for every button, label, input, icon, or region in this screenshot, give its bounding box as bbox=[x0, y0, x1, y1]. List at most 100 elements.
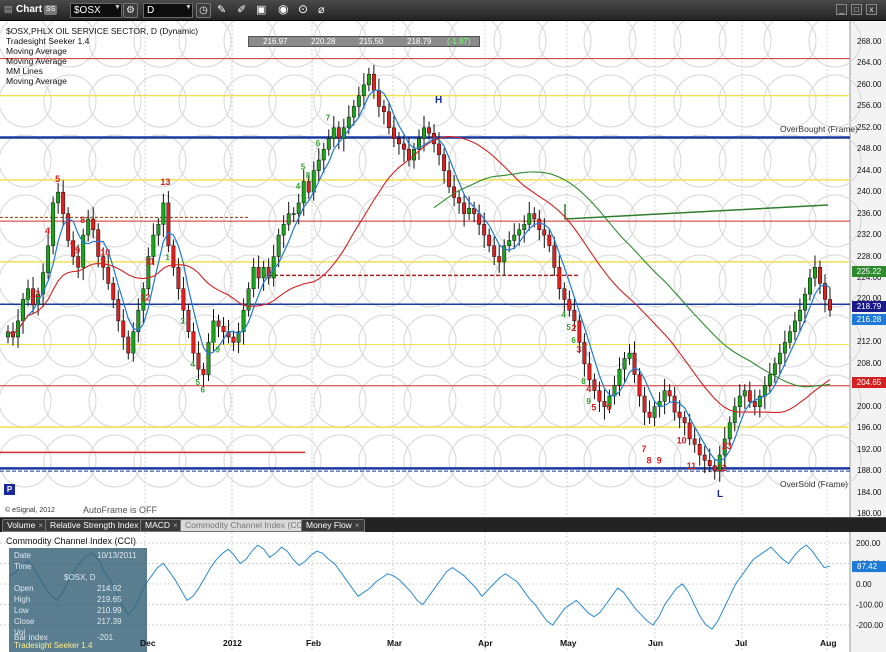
price-tick-label: 268.00 bbox=[857, 37, 882, 46]
seeker-count-red: 2 bbox=[571, 323, 576, 333]
seeker-count-red: 12 bbox=[30, 289, 40, 299]
minimize-button[interactable]: _ bbox=[836, 4, 847, 15]
grid-circle bbox=[673, 134, 727, 188]
data-high-value: 219.65 bbox=[97, 595, 122, 604]
grid-circle bbox=[43, 21, 97, 68]
grid-circle bbox=[763, 314, 817, 368]
seeker-count-green: 6 bbox=[316, 139, 321, 148]
tab-macd[interactable]: MACD × bbox=[140, 519, 183, 532]
seeker-count-green: 7 bbox=[205, 355, 210, 364]
price-tick-label: 220.00 bbox=[857, 294, 882, 304]
candle-body bbox=[722, 438, 727, 456]
candle-body bbox=[266, 267, 271, 279]
play-icon[interactable]: ◉ bbox=[278, 2, 289, 16]
symbol-dropdown-icon[interactable]: ▼ bbox=[114, 4, 121, 11]
data-close-label: Close bbox=[14, 617, 35, 626]
candle-body bbox=[792, 320, 797, 332]
grid-circle bbox=[88, 314, 142, 368]
p-marker: P bbox=[4, 484, 15, 495]
seeker-count-red: 5 bbox=[591, 403, 596, 413]
interval-input[interactable]: D bbox=[143, 3, 193, 18]
symbol-settings-icon[interactable]: ⚙ bbox=[123, 3, 138, 18]
price-chart[interactable]: 4 5 9 6 8 10 12 12 13 11 2 3 4 5 6 7 8 9 10 11 12 13 7 8 9 1 3 4 5 6 7… bbox=[0, 21, 886, 517]
cci-axis-background bbox=[850, 532, 886, 652]
grid-circle bbox=[0, 434, 52, 488]
candle-body bbox=[462, 202, 467, 214]
pencil-icon[interactable]: ✐ bbox=[237, 4, 247, 16]
candle-body bbox=[402, 143, 406, 150]
candle-body bbox=[236, 331, 241, 343]
data-open-value: 214.92 bbox=[97, 584, 122, 593]
price-tick-label: 240.00 bbox=[857, 187, 882, 197]
chart-title: Chart bbox=[16, 4, 43, 15]
candle-body bbox=[617, 368, 622, 386]
close-icon[interactable]: × bbox=[173, 521, 178, 530]
study-label-seeker: Tradesight Seeker 1.4 bbox=[6, 36, 90, 46]
seeker-count-green: 6 bbox=[200, 386, 205, 395]
seeker-count-red: 4 bbox=[45, 226, 50, 236]
tab-cci[interactable]: Commodity Channel Index (CCI)× bbox=[180, 519, 321, 532]
seeker-count-red: 13 bbox=[160, 177, 170, 187]
seeker-count-green: 9 bbox=[25, 296, 30, 305]
grid-circle bbox=[268, 134, 322, 188]
grid-circle bbox=[178, 21, 232, 68]
candle-body bbox=[512, 234, 517, 241]
grid-circle bbox=[538, 254, 592, 308]
candle-body bbox=[652, 406, 657, 418]
draw-tool-icon[interactable]: ✎ bbox=[217, 4, 227, 16]
candle-body bbox=[276, 234, 281, 257]
chart-background bbox=[0, 21, 850, 517]
grid-circle bbox=[403, 254, 457, 308]
seeker-count-red: 10 bbox=[677, 435, 687, 445]
data-window[interactable]: Date 10/13/2011 Time $OSX, D Open 214.92… bbox=[9, 548, 147, 652]
maximize-button[interactable]: □ bbox=[851, 4, 862, 15]
candle-body bbox=[66, 213, 71, 241]
candle-body bbox=[331, 127, 336, 139]
cursor-values-box: 216.97 220.28 215.50 218.79 (-1.97) bbox=[248, 36, 480, 47]
interval-dropdown-icon[interactable]: ▼ bbox=[185, 4, 192, 11]
close-button[interactable]: x bbox=[866, 4, 877, 15]
study-label-ma3: Moving Average bbox=[6, 76, 67, 86]
grid-circle bbox=[493, 314, 547, 368]
symbol-input[interactable]: $OSX bbox=[70, 3, 122, 18]
candle-body bbox=[492, 245, 497, 257]
close-icon[interactable]: × bbox=[38, 521, 44, 530]
candle-body bbox=[777, 352, 782, 365]
grid-circle bbox=[313, 434, 367, 488]
grid-circle bbox=[493, 74, 547, 128]
tab-rsi[interactable]: Relative Strength Index× bbox=[45, 519, 152, 532]
grid-circle bbox=[538, 134, 592, 188]
chart-toolbar: ▤ Chart SS $OSX ▼ ⚙ D ▼ ◷ ✎ ✐ ▣ ◉ ⊙ ⌀ _ … bbox=[0, 0, 886, 21]
link-icon[interactable]: ⊙ bbox=[298, 2, 309, 16]
candle-body bbox=[457, 197, 462, 204]
candle-body bbox=[26, 288, 30, 300]
cci-badge-value: 87.42 bbox=[857, 562, 878, 571]
close-icon[interactable]: × bbox=[354, 521, 360, 530]
eraser-icon[interactable]: ⌀ bbox=[318, 4, 325, 16]
candle-body bbox=[126, 336, 131, 354]
seeker-count-red: 12 bbox=[717, 463, 727, 473]
grid-circle bbox=[178, 434, 232, 488]
candle-body bbox=[567, 299, 572, 311]
time-template-icon[interactable]: ◷ bbox=[196, 3, 211, 18]
candle-body bbox=[221, 326, 226, 332]
candle-body bbox=[602, 401, 607, 407]
tab-rsi-label: Relative Strength Index bbox=[50, 520, 139, 530]
tab-volume[interactable]: Volume × bbox=[2, 519, 49, 532]
candle-body bbox=[166, 202, 171, 247]
data-time-label: Time bbox=[14, 562, 32, 571]
seeker-count-red: 7 bbox=[642, 444, 647, 454]
print-icon[interactable]: ▣ bbox=[256, 4, 267, 16]
seeker-count-green: 4 bbox=[561, 310, 566, 319]
candle-body bbox=[366, 73, 371, 86]
price-tick-label: 196.00 bbox=[857, 423, 882, 433]
grid-circle bbox=[358, 434, 412, 488]
candle-body bbox=[296, 202, 301, 214]
grid-circle bbox=[493, 254, 547, 308]
grid-circle bbox=[583, 134, 637, 188]
tab-money-flow[interactable]: Money Flow × bbox=[301, 519, 365, 532]
seeker-count-green: 8 bbox=[581, 377, 586, 386]
